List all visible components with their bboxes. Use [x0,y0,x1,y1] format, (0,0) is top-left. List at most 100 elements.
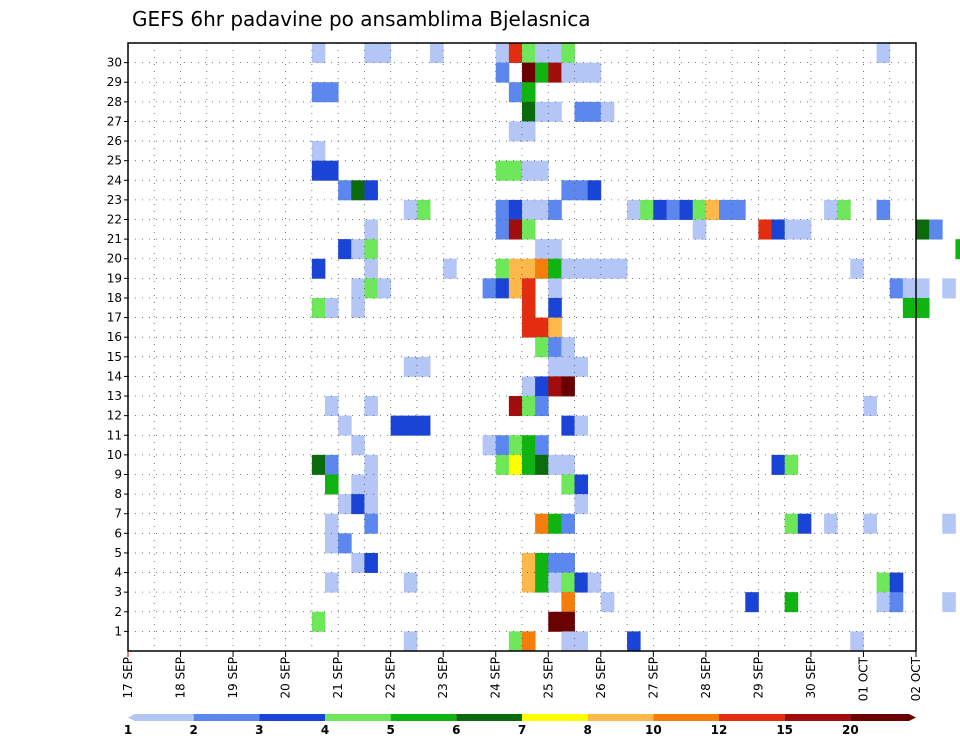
legend-swatch [522,714,588,721]
heatmap-cell [574,101,589,122]
heatmap-cell [495,219,510,240]
heatmap-cell [732,199,746,220]
y-tick-label: 5 [114,546,122,560]
heatmap-cell [351,552,365,573]
y-tick-label: 24 [107,173,122,187]
heatmap-cell [548,43,562,64]
heatmap-cell [797,219,812,240]
legend-label: 6 [452,723,460,737]
heatmap-cell [508,199,523,220]
heatmap-cell [561,62,575,83]
heatmap-cell [495,43,510,64]
heatmap-cell [548,454,562,475]
plot-frame [127,42,917,652]
x-tick-label: 21 SEP [331,657,345,699]
heatmap-cell [548,258,562,279]
heatmap-cell [522,43,536,64]
heatmap-cell [574,258,589,279]
heatmap-cell [325,454,339,475]
heatmap-cell [824,199,838,220]
heatmap-cell [495,160,510,181]
heatmap-cell [508,219,523,240]
y-tick-label: 18 [107,291,122,305]
x-tick-label: 20 SEP [279,657,293,699]
y-tick-label: 1 [114,624,122,638]
heatmap-cell [548,356,562,377]
y-tick-label: 30 [107,56,122,70]
y-tick-label: 26 [107,134,122,148]
heatmap-cell [364,454,378,475]
heatmap-cell [902,297,917,318]
heatmap-cell [561,474,575,495]
y-tick-label: 16 [107,330,122,344]
heatmap-cell [351,297,365,318]
heatmap-cell [351,435,365,456]
heatmap-cell [508,631,523,652]
heatmap-cell [482,435,497,456]
heatmap-cell [403,631,418,652]
heatmap-cell [942,278,956,299]
heatmap-cell [955,239,960,260]
heatmap-cell [338,533,352,554]
legend-label: 3 [255,723,263,737]
y-axis: 1234567891011121314151617181920212223242… [107,56,128,638]
heatmap-cell [508,43,523,64]
heatmap-cell [574,494,589,515]
heatmap-cell [916,297,930,318]
heatmap-cell [508,160,523,181]
legend-swatch [325,714,391,721]
heatmap-cell [561,415,575,436]
y-tick-label: 3 [114,585,122,599]
heatmap-cell [613,258,628,279]
heatmap-cell [522,396,536,417]
heatmap-cell [587,180,602,201]
heatmap-cell [587,572,602,593]
heatmap-cell [561,376,575,397]
y-tick-label: 7 [114,507,122,521]
heatmap-cell [522,82,536,103]
heatmap-cell [508,278,523,299]
heatmap-cell [876,572,891,593]
heatmap-cell [508,82,523,103]
heatmap-cell [535,572,549,593]
heatmap-cell [522,376,536,397]
heatmap-cell [600,258,615,279]
y-tick-label: 8 [114,487,122,501]
heatmap-cell [889,572,904,593]
legend-label: 4 [321,723,329,737]
heatmap-cell [508,454,523,475]
heatmap-cell [311,43,326,64]
heatmap-cell [653,199,667,220]
heatmap-cell [522,160,536,181]
heatmap-cell [403,415,418,436]
heatmap-cell [377,278,392,299]
legend-label: 12 [711,723,728,737]
heatmap-cell [535,552,549,573]
heatmap-cell [574,415,589,436]
heatmap-cell [325,297,339,318]
y-tick-label: 9 [114,467,122,481]
heatmap-cell [522,572,536,593]
heatmap-cell [495,435,510,456]
chart-title: GEFS 6hr padavine po ansamblima Bjelasni… [132,7,591,31]
legend-swatch [653,714,719,721]
heatmap-cell [311,160,326,181]
heatmap-cell [508,396,523,417]
heatmap-cell [403,356,418,377]
heatmap-cell [522,278,536,299]
heatmap-cell [640,199,654,220]
heatmap-cell [719,199,733,220]
heatmap-cell [482,278,497,299]
heatmap-cell [784,592,799,613]
heatmap-cell [876,199,891,220]
legend-swatch [259,714,325,721]
legend-label: 8 [583,723,591,737]
x-tick-label: 30 SEP [804,657,818,699]
y-tick-label: 15 [107,350,122,364]
legend-swatch [719,714,785,721]
x-tick-label: 29 SEP [751,657,765,699]
legend-swatch [456,714,522,721]
heatmap-cell [561,552,575,573]
x-tick-label: 28 SEP [699,657,713,699]
x-tick-label: 19 SEP [226,657,240,699]
